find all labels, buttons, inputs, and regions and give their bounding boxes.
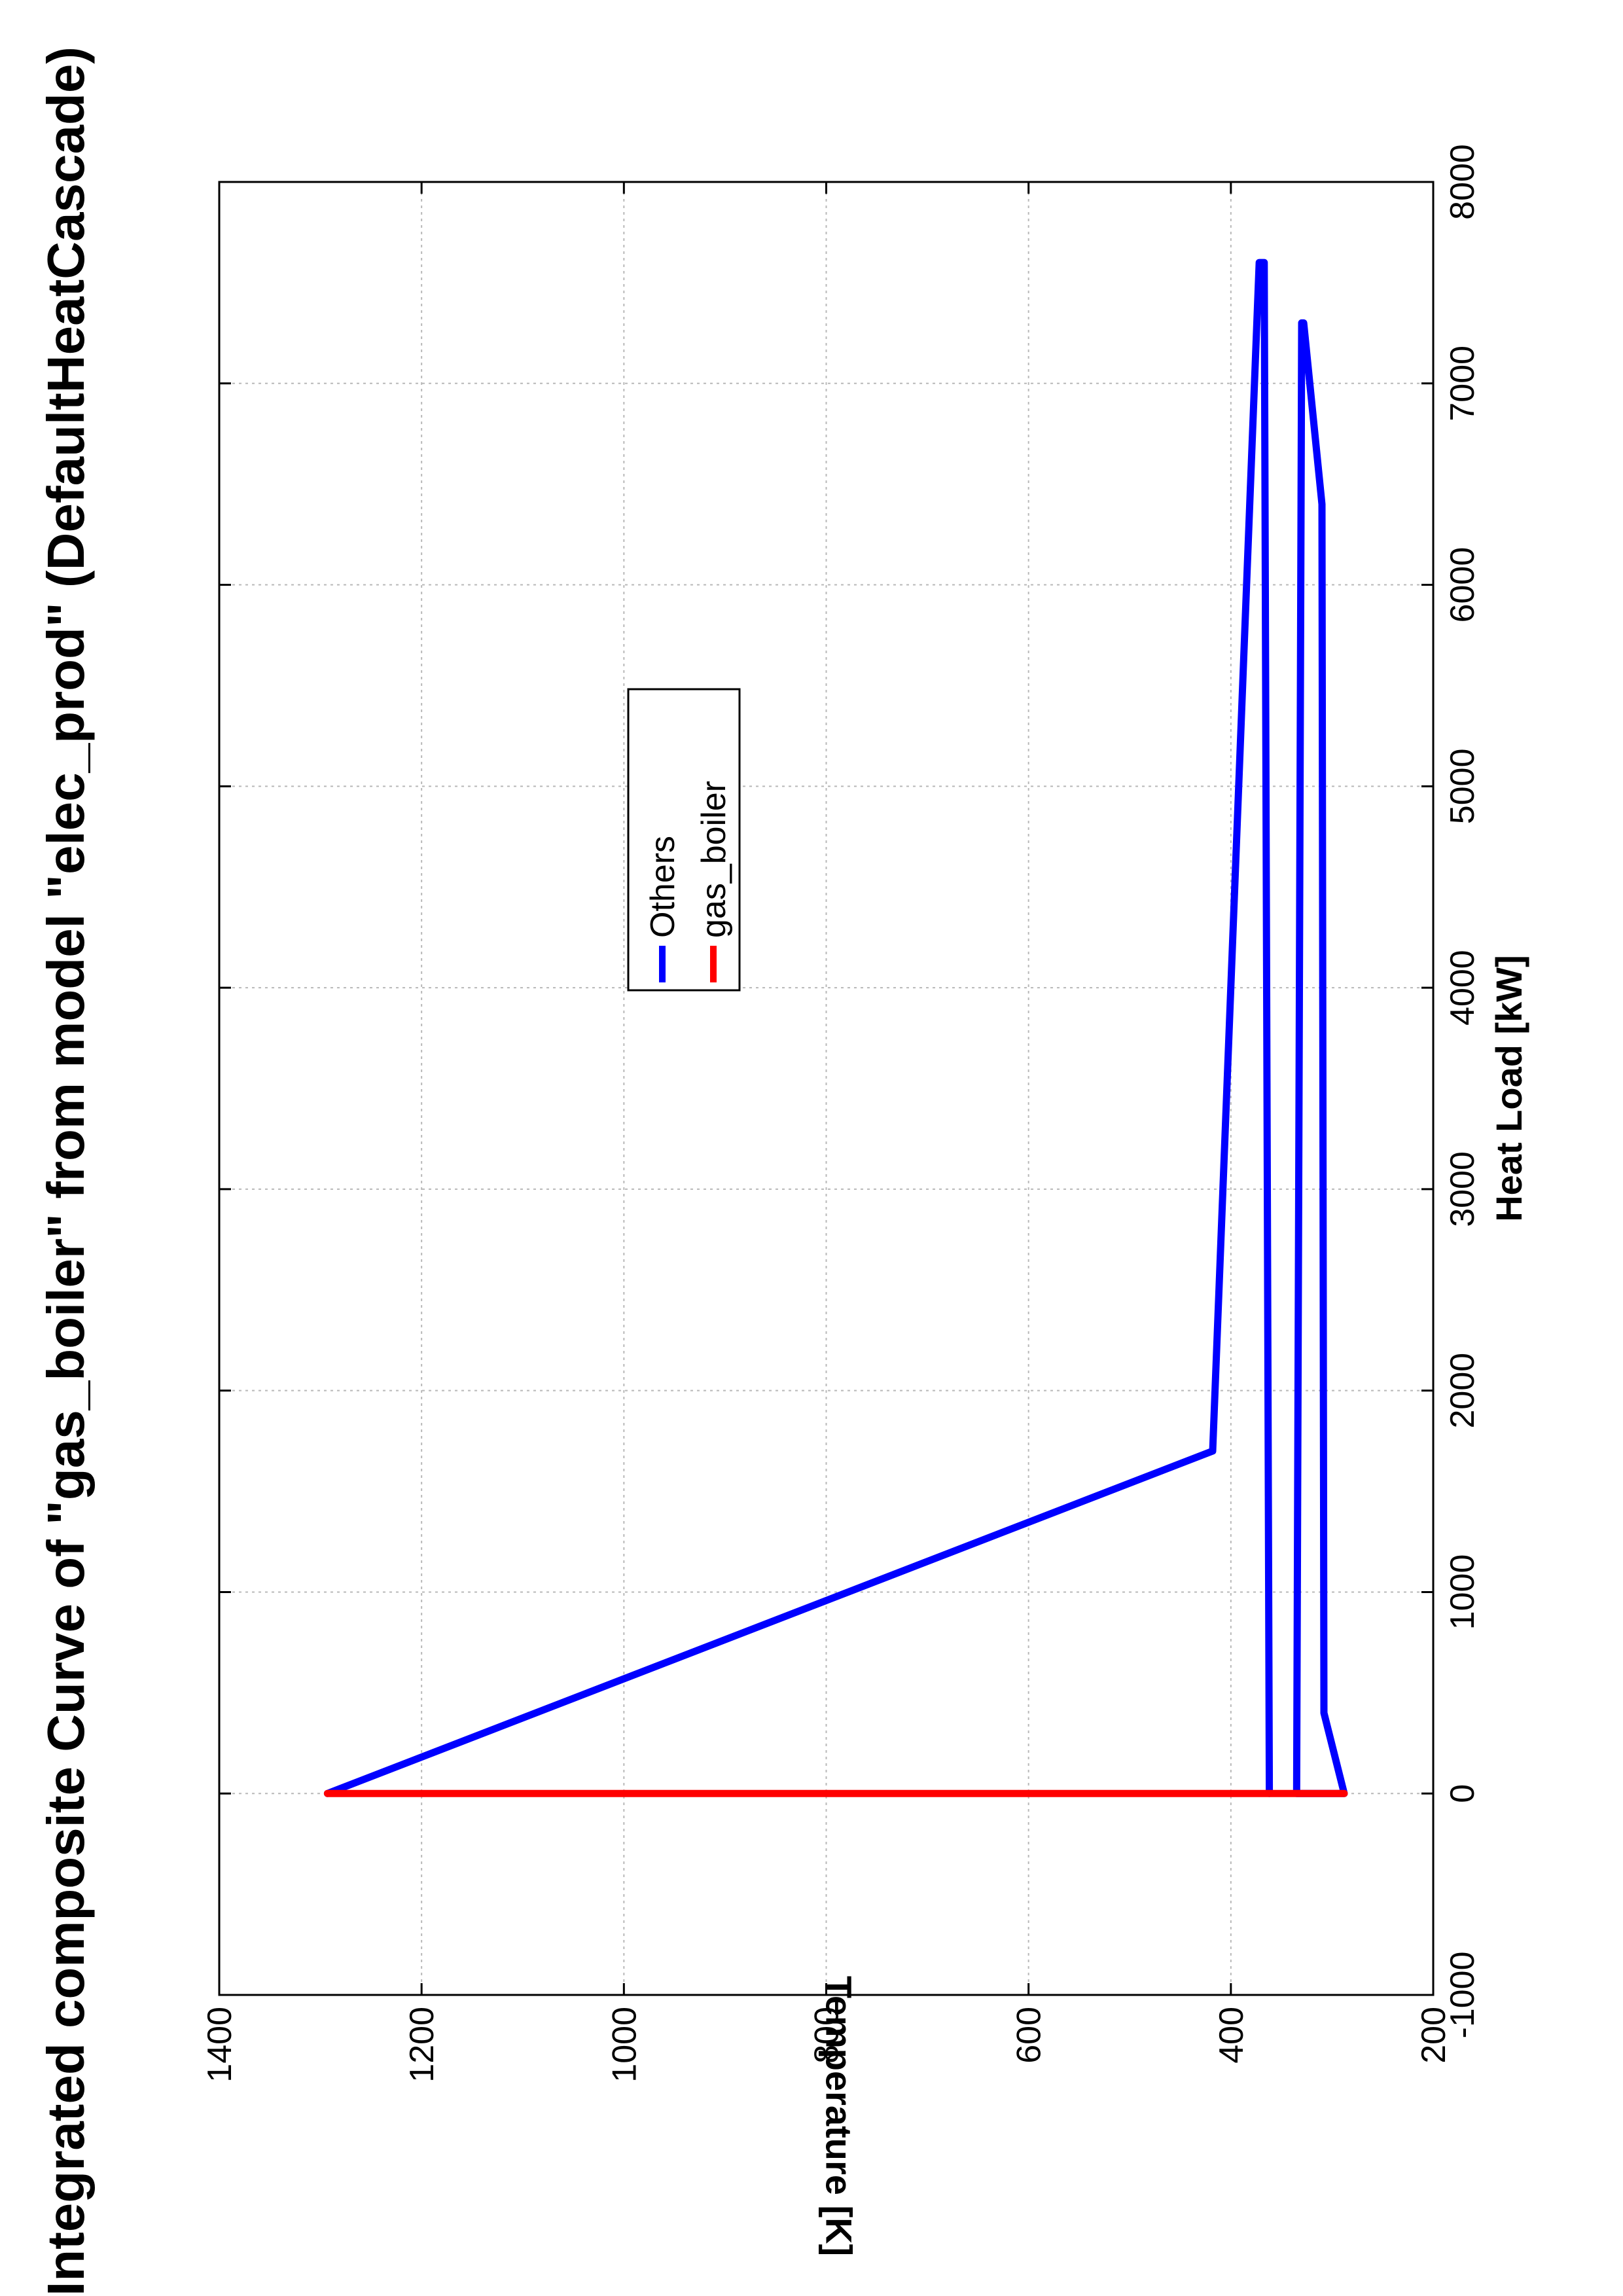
y-tick-label: 1400 — [201, 2007, 239, 2083]
x-tick-label: 4000 — [1444, 950, 1482, 1026]
series-lines — [323, 259, 1348, 1797]
legend: Others gas_boiler — [627, 688, 741, 992]
series-line-others — [323, 259, 1274, 1797]
x-tick-label: 7000 — [1444, 346, 1482, 422]
y-tick-label: 200 — [1415, 2007, 1453, 2064]
x-axis-title: Heat Load [kW] — [1488, 955, 1529, 1222]
chart-rotated-group: -1000 0 1000 2000 3000 4000 5000 6000 7000 8000 20… — [37, 46, 1529, 2296]
x-tick-label: 3000 — [1444, 1151, 1482, 1227]
x-tick-label: 2000 — [1444, 1353, 1482, 1429]
y-axis-title: Temperature [K] — [819, 1976, 860, 2256]
legend-box — [627, 688, 741, 992]
legend-label-gas-boiler: gas_boiler — [695, 781, 733, 938]
y-tick-label: 600 — [1010, 2007, 1048, 2064]
x-tick-label: 0 — [1444, 1784, 1482, 1803]
x-tick-label: 5000 — [1444, 748, 1482, 824]
y-tick-label: 400 — [1213, 2007, 1251, 2064]
x-tick-label: 8000 — [1444, 144, 1482, 220]
y-tick-label: 1000 — [605, 2007, 643, 2083]
x-tick-label: 6000 — [1444, 547, 1482, 623]
y-tick-label: 800 — [808, 2007, 846, 2064]
x-tick-label: -1000 — [1444, 1952, 1482, 2039]
y-tick-label: 1200 — [403, 2007, 441, 2083]
chart-title: Integrated composite Curve of "gas_boile… — [37, 46, 95, 2296]
axis-ticks: -1000 0 1000 2000 3000 4000 5000 6000 7000 8000 20… — [201, 144, 1482, 2083]
legend-label-others: Others — [644, 836, 682, 938]
series-line-others — [1293, 319, 1348, 1797]
x-tick-label: 1000 — [1444, 1554, 1482, 1630]
